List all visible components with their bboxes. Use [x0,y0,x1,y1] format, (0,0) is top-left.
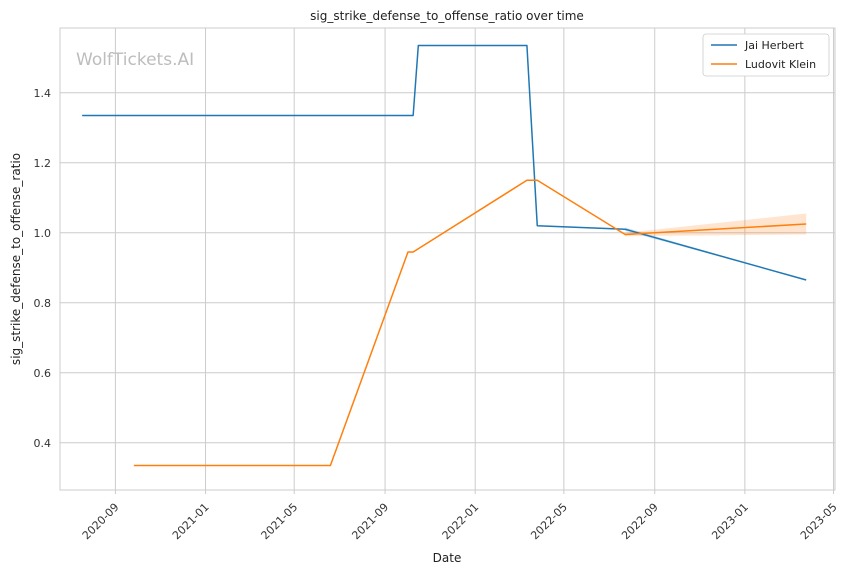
x-axis-title: Date [433,551,462,565]
legend: Jai Herbert Ludovit Klein [702,33,830,77]
y-gridlines [60,92,835,444]
x-tick-label: 2020-09 [80,501,122,543]
y-tick-label: 1.4 [34,87,52,100]
plot-frame [59,27,836,491]
y-axis-title: sig_strike_defense_to_offense_ratio [9,153,23,365]
series-lines [82,44,807,467]
x-tick-label: 2023-01 [709,501,751,543]
plot-area [60,28,835,490]
band-jai-herbert [625,227,807,280]
chart-title: sig_strike_defense_to_offense_ratio over… [310,9,584,23]
x-tick-labels: 2020-09 2021-01 2021-05 2021-09 2022-01 2022-… [80,490,840,542]
y-tick-label: 0.8 [34,297,52,310]
x-tick-label: 2022-01 [440,501,482,543]
y-tick-label: 0.6 [34,367,52,380]
x-tick-label: 2021-09 [349,501,391,543]
band-ludovit-klein [625,213,807,237]
x-tick-label: 2023-05 [798,501,840,543]
x-gridlines [114,28,835,490]
x-tick-label: 2022-05 [528,501,570,543]
x-tick-label: 2022-09 [619,501,661,543]
series-line-ludovit-klein [133,179,807,467]
y-tick-label: 1.0 [34,227,52,240]
y-tick-labels: 0.4 0.6 0.8 1.0 1.2 1.4 [34,87,52,450]
x-tick-label: 2021-05 [259,501,301,543]
legend-label-jai-herbert: Jai Herbert [744,39,804,52]
y-tick-label: 1.2 [34,157,52,170]
watermark-text: WolfTickets.AI [76,50,194,70]
y-tick-label: 0.4 [34,437,52,450]
legend-label-ludovit-klein: Ludovit Klein [745,58,816,71]
x-tick-label: 2021-01 [170,501,212,543]
series-line-jai-herbert [82,44,807,281]
confidence-bands [625,213,807,280]
